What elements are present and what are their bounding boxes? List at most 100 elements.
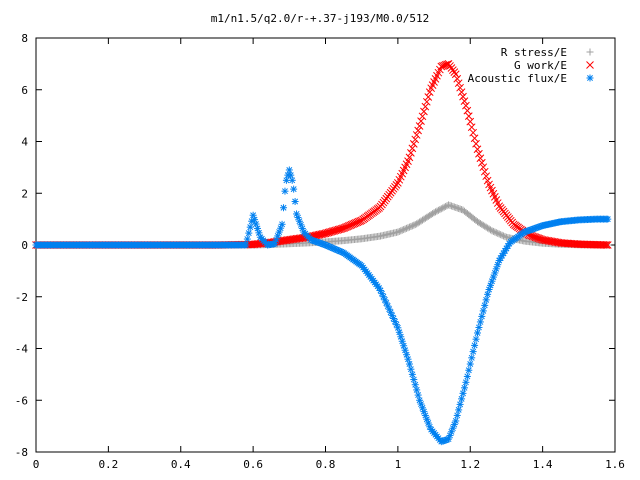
y-tick-label: 4 — [21, 136, 28, 149]
data-point — [484, 224, 492, 232]
data-point — [488, 227, 496, 235]
data-point — [323, 229, 331, 237]
data-point — [482, 296, 490, 304]
data-point — [452, 417, 460, 425]
data-point — [473, 329, 481, 337]
data-point — [471, 341, 479, 349]
data-point — [281, 187, 289, 195]
data-point — [446, 201, 454, 209]
data-point — [436, 206, 444, 214]
data-point — [478, 220, 486, 228]
data-point — [603, 241, 612, 249]
data-point — [336, 225, 344, 234]
data-point — [432, 208, 440, 216]
data-point — [479, 307, 487, 315]
data-point — [411, 135, 420, 144]
data-point — [325, 228, 334, 236]
data-point — [246, 223, 254, 231]
data-point — [495, 230, 503, 238]
data-point — [420, 107, 428, 116]
data-point — [287, 171, 295, 179]
data-point — [391, 318, 399, 326]
data-point — [458, 395, 466, 403]
x-tick-label: 1.4 — [533, 458, 553, 471]
data-point — [532, 233, 541, 242]
data-point — [410, 221, 418, 229]
data-point — [242, 241, 250, 249]
data-point — [469, 128, 477, 137]
data-point — [429, 210, 437, 218]
data-point — [330, 227, 339, 235]
y-tick-label: 6 — [21, 84, 28, 97]
data-point — [472, 139, 480, 148]
data-point — [459, 92, 467, 101]
data-point — [459, 389, 467, 397]
data-point — [441, 61, 450, 69]
data-point — [415, 122, 424, 130]
data-point — [397, 227, 405, 235]
data-point — [424, 419, 432, 427]
data-point — [401, 225, 409, 233]
data-point — [450, 203, 458, 211]
data-point — [331, 226, 340, 235]
y-tick-label: 2 — [21, 187, 28, 200]
legend-marker — [586, 61, 594, 69]
data-point — [397, 333, 405, 341]
data-point — [438, 62, 447, 70]
data-point — [243, 235, 251, 243]
data-point — [476, 318, 484, 326]
data-point — [492, 229, 500, 237]
data-point — [472, 335, 480, 343]
data-point — [418, 112, 427, 121]
data-point — [413, 386, 421, 394]
data-point — [394, 228, 402, 236]
data-point — [395, 227, 403, 235]
data-point — [328, 227, 337, 236]
data-point — [320, 229, 328, 238]
x-tick-label: 0.4 — [171, 458, 191, 471]
data-point — [460, 384, 468, 392]
data-point — [404, 355, 412, 363]
y-tick-label: -4 — [15, 343, 29, 356]
data-point — [478, 312, 486, 320]
data-point — [482, 172, 491, 181]
data-point — [528, 232, 537, 241]
chart-title: m1/n1.5/q2.0/r-+.37-j193/M0.0/512 — [211, 12, 430, 25]
data-point — [408, 222, 416, 230]
data-point — [453, 74, 462, 83]
data-point — [604, 215, 612, 223]
data-point — [321, 229, 330, 238]
data-point — [407, 149, 415, 157]
data-point — [475, 219, 483, 227]
y-tick-label: 8 — [21, 32, 28, 45]
data-point — [470, 134, 479, 143]
data-point — [531, 233, 540, 242]
axis-ticks: 0 0.2 0.4 0.6 0.8 1 1.2 1.4 1.6 8 6 4 2 0 -2 -4 -6 -8 — [15, 32, 625, 471]
data-point — [411, 381, 419, 389]
data-point — [469, 348, 477, 356]
data-point — [455, 205, 463, 213]
data-point — [422, 97, 431, 106]
data-point — [497, 231, 505, 239]
data-point — [333, 226, 341, 234]
data-point — [481, 222, 489, 230]
data-point — [405, 223, 413, 231]
data-point — [456, 83, 464, 92]
data-point — [451, 70, 460, 79]
data-point — [501, 233, 509, 241]
x-tick-label: 0.8 — [316, 458, 336, 471]
data-point — [408, 144, 417, 153]
data-point — [479, 163, 488, 172]
data-point — [447, 202, 455, 210]
data-point — [288, 176, 296, 184]
data-point — [434, 206, 442, 214]
x-tick-label: 1 — [395, 458, 402, 471]
data-point — [534, 234, 543, 243]
data-point — [462, 378, 470, 386]
data-point — [487, 226, 495, 234]
x-tick-label: 1.2 — [460, 458, 480, 471]
data-point — [455, 406, 463, 414]
data-point — [476, 154, 485, 163]
data-point — [489, 227, 497, 235]
